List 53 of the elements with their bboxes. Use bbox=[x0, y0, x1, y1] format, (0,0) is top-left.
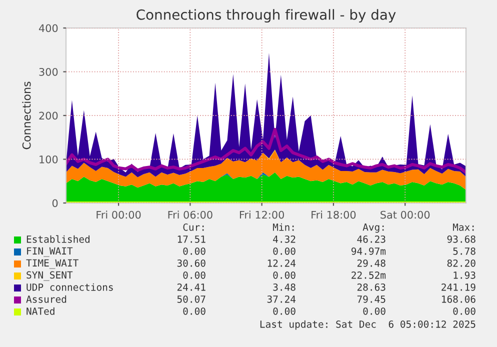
text: 0.00 bbox=[183, 271, 206, 279]
text: 5.78 bbox=[453, 247, 476, 255]
text: 4.32 bbox=[273, 235, 296, 243]
text: 82.20 bbox=[447, 259, 476, 267]
text: 28.63 bbox=[357, 283, 386, 291]
chart-title: Connections through firewall - by day bbox=[136, 9, 396, 23]
text: 0.00 bbox=[183, 307, 206, 315]
legend-label: TIME_WAIT bbox=[26, 259, 78, 269]
x-tick-label: Fri 06:00 bbox=[168, 210, 212, 219]
text: 79.45 bbox=[357, 295, 386, 303]
legend-label: UDP connections bbox=[26, 283, 113, 291]
text: 29.48 bbox=[357, 259, 386, 267]
text: 0.00 bbox=[273, 247, 296, 255]
text: 37.24 bbox=[267, 295, 296, 303]
x-tick-label: Fri 18:00 bbox=[312, 210, 356, 219]
legend-label: Established bbox=[26, 235, 90, 243]
y-tick-label: 0 bbox=[52, 199, 58, 208]
text: 0.00 bbox=[183, 247, 206, 255]
text: 12.24 bbox=[268, 259, 296, 267]
text: 0.00 bbox=[273, 307, 296, 315]
text: 0.00 bbox=[363, 307, 386, 315]
line-series bbox=[66, 128, 466, 174]
y-axis-title: Connections bbox=[22, 82, 31, 150]
legend-label: NATed bbox=[26, 307, 54, 315]
text: 168.06 bbox=[442, 295, 476, 303]
text: 17.51 bbox=[178, 236, 206, 243]
text: 46.23 bbox=[357, 235, 386, 243]
y-tick-label: 100 bbox=[40, 155, 58, 164]
text: 22.52m bbox=[352, 271, 386, 279]
text: 3.48 bbox=[273, 283, 296, 291]
text: 50.07 bbox=[177, 295, 206, 303]
text: Avg: bbox=[362, 224, 384, 233]
text: 0.00 bbox=[453, 307, 476, 315]
text: Cur: bbox=[183, 223, 204, 231]
y-tick-label: 300 bbox=[39, 68, 58, 76]
text: Last update: Sat Dec 6 05:00:12 2025 bbox=[260, 320, 476, 330]
text: 24.41 bbox=[177, 283, 206, 291]
text: Min: bbox=[272, 223, 294, 231]
text: Max: bbox=[452, 224, 474, 231]
x-tick-label: Fri 00:00 bbox=[96, 210, 141, 219]
x-tick-label: Fri 12:00 bbox=[240, 210, 284, 219]
text: 94.97m bbox=[351, 247, 386, 255]
legend-label: SYN_SENT bbox=[26, 271, 73, 281]
text: 93.68 bbox=[447, 235, 476, 243]
y-tick-label: 200 bbox=[39, 112, 58, 120]
text: 30.60 bbox=[177, 259, 206, 267]
y-tick-label: 400 bbox=[38, 24, 58, 32]
text: 0.00 bbox=[273, 271, 296, 279]
text: 241.19 bbox=[442, 283, 476, 291]
x-tick-label: Sat 00:00 bbox=[380, 210, 430, 219]
legend-label: FIN_WAIT bbox=[27, 247, 73, 257]
legend-label: Assured bbox=[26, 295, 66, 303]
text: 1.93 bbox=[454, 271, 476, 279]
